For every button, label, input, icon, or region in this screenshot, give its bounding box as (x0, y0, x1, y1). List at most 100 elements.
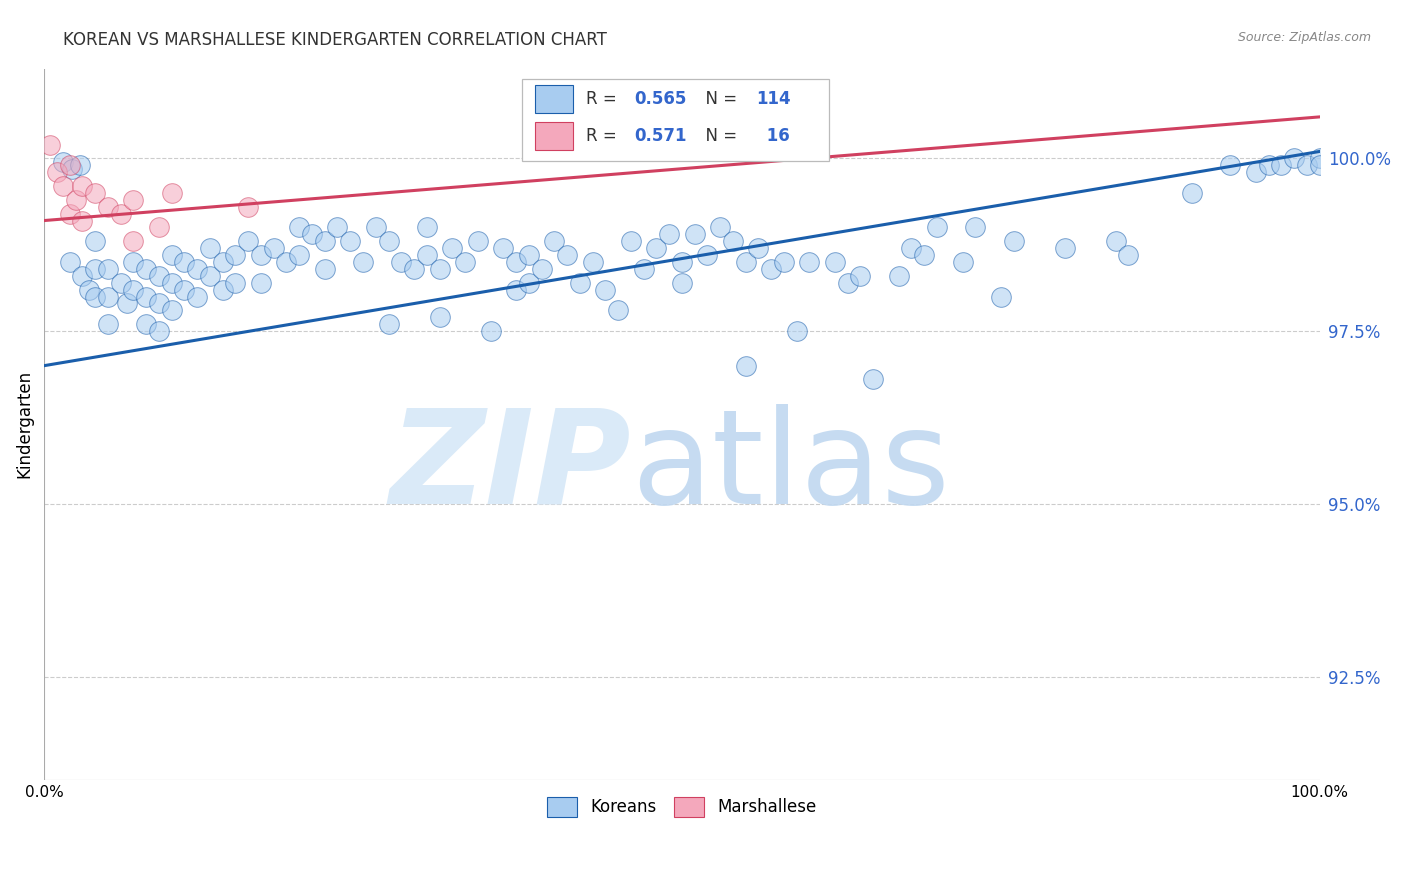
Point (492, 241, 515, 255)
Point (671, 276, 693, 290)
Point (734, 255, 756, 269)
Point (97, 261, 120, 276)
Point (1296, 158, 1319, 172)
Point (747, 241, 769, 255)
Point (759, 261, 782, 276)
Point (389, 255, 412, 269)
Point (339, 234, 361, 248)
Point (238, 200, 260, 214)
Point (734, 359, 756, 373)
Point (211, 283, 233, 297)
Point (505, 255, 527, 269)
Point (671, 255, 693, 269)
Text: KOREAN VS MARSHALLESE KINDERGARTEN CORRELATION CHART: KOREAN VS MARSHALLESE KINDERGARTEN CORRE… (63, 31, 607, 49)
FancyBboxPatch shape (536, 85, 574, 113)
Point (148, 268, 170, 283)
Point (84, 261, 107, 276)
Point (377, 234, 399, 248)
Point (887, 268, 910, 283)
Point (59, 255, 82, 269)
Point (72, 268, 94, 283)
Point (1219, 158, 1241, 172)
Point (429, 310, 451, 325)
Point (52, 154, 75, 169)
Point (925, 220, 948, 235)
Point (72, 213, 94, 227)
Point (122, 193, 145, 207)
Point (122, 234, 145, 248)
Point (799, 255, 821, 269)
Point (1270, 158, 1292, 172)
Point (1309, 152, 1331, 166)
Text: 0.571: 0.571 (634, 128, 688, 145)
FancyBboxPatch shape (523, 79, 828, 161)
Point (416, 220, 439, 235)
Point (135, 261, 157, 276)
Point (115, 296, 138, 310)
Point (84, 289, 107, 303)
Point (148, 296, 170, 310)
Point (377, 317, 399, 331)
Point (97, 289, 120, 303)
FancyBboxPatch shape (536, 122, 574, 151)
Point (72, 179, 94, 194)
Point (645, 241, 668, 255)
Point (773, 255, 796, 269)
Point (250, 276, 273, 290)
Point (696, 248, 718, 262)
Point (862, 372, 884, 386)
Point (60, 161, 83, 176)
Point (84, 234, 107, 248)
Point (288, 220, 311, 235)
Point (837, 276, 859, 290)
Point (568, 276, 591, 290)
Point (607, 303, 630, 318)
Point (45, 165, 67, 179)
Point (1118, 248, 1140, 262)
Text: 16: 16 (761, 128, 790, 145)
Point (97, 200, 120, 214)
Point (965, 220, 987, 235)
Point (148, 324, 170, 338)
Point (186, 261, 208, 276)
Point (1244, 165, 1267, 179)
Point (160, 186, 183, 200)
Point (160, 248, 183, 262)
Point (224, 276, 246, 290)
Point (301, 227, 323, 242)
Point (1257, 158, 1279, 172)
Point (250, 248, 273, 262)
Point (314, 234, 336, 248)
Point (402, 261, 425, 276)
Point (110, 276, 132, 290)
Point (77, 283, 100, 297)
Point (505, 283, 527, 297)
Point (1309, 158, 1331, 172)
Text: Source: ZipAtlas.com: Source: ZipAtlas.com (1237, 31, 1371, 45)
Point (69, 158, 91, 172)
Point (530, 261, 553, 276)
Point (633, 261, 655, 276)
Text: 0.565: 0.565 (634, 90, 688, 108)
Point (595, 283, 617, 297)
Point (39, 137, 62, 152)
Point (122, 283, 145, 297)
Point (849, 268, 872, 283)
Point (620, 234, 643, 248)
Point (441, 241, 464, 255)
Point (326, 220, 349, 235)
Point (479, 324, 502, 338)
Point (555, 248, 578, 262)
Point (173, 255, 195, 269)
Point (364, 220, 387, 235)
Point (1002, 234, 1025, 248)
Point (517, 276, 540, 290)
Text: ZIP: ZIP (389, 403, 631, 531)
Point (110, 207, 132, 221)
Point (224, 248, 246, 262)
Point (1181, 186, 1204, 200)
Legend: Koreans, Marshallese: Koreans, Marshallese (538, 789, 825, 825)
Point (211, 255, 233, 269)
Point (52, 179, 75, 194)
Point (658, 227, 681, 242)
